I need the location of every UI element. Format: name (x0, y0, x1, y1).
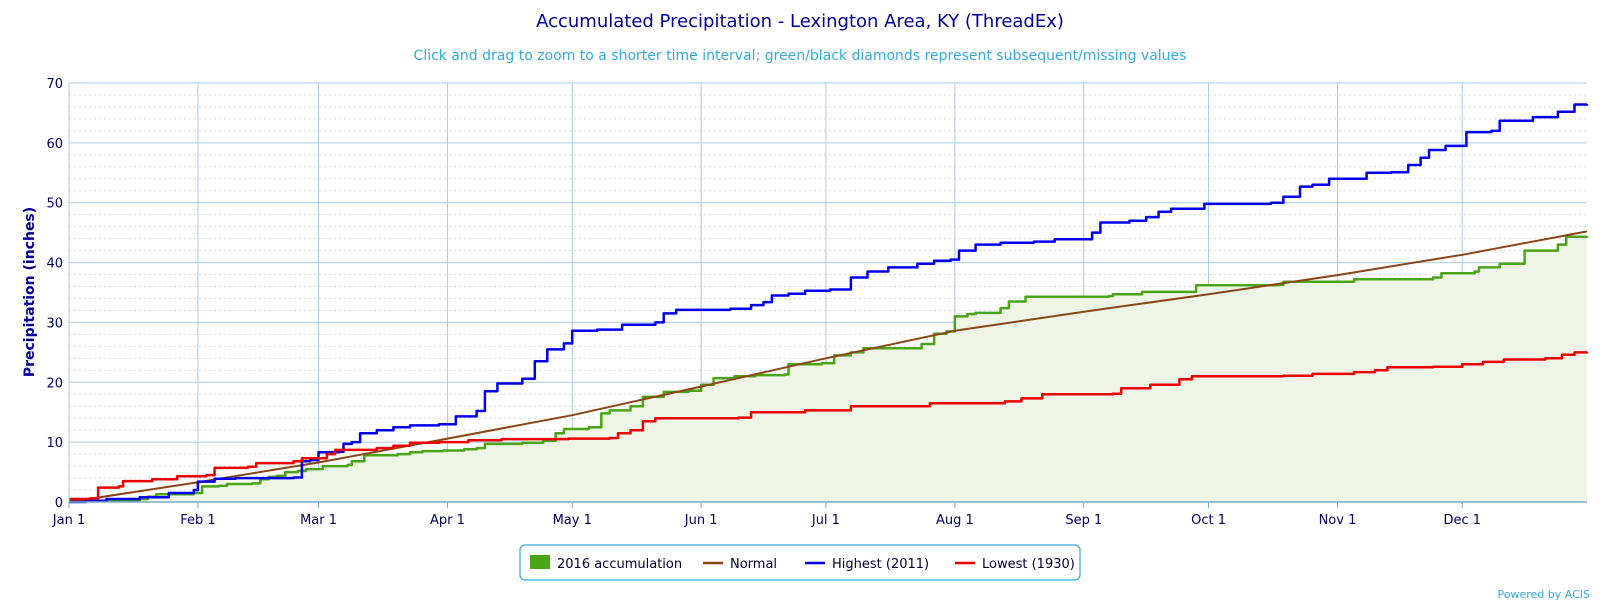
credits-link[interactable]: Powered by ACIS (1498, 588, 1591, 601)
x-tick-label: Dec 1 (1443, 513, 1481, 528)
x-tick-label: Sep 1 (1065, 513, 1102, 528)
legend-label: 2016 accumulation (557, 557, 682, 572)
x-tick-label: Aug 1 (936, 513, 974, 528)
legend-item-normal[interactable]: Normal (703, 557, 777, 572)
series-lines (68, 103, 1589, 504)
legend: 2016 accumulation Normal Highest (2011) Low… (519, 544, 1081, 581)
y-tick-label: 70 (46, 77, 63, 92)
legend-item-2016-accumulation[interactable]: 2016 accumulation (530, 555, 682, 572)
x-tick-label: Nov 1 (1319, 513, 1357, 528)
x-tick-label: Jul 1 (811, 513, 840, 528)
x-tick-label: Feb 1 (180, 513, 215, 528)
legend-swatch (530, 555, 550, 569)
series-line-lowest-1930[interactable] (69, 351, 1589, 501)
axes: 0 10 20 30 40 50 60 70 Jan 1 Feb 1 Mar 1 Apr 1 May 1… (46, 77, 1587, 528)
y-axis-label: Precipitation (inches) (22, 207, 38, 377)
y-tick-label: 60 (46, 137, 63, 152)
series-line-highest-2011[interactable] (69, 103, 1589, 504)
y-tick-label: 30 (46, 316, 63, 331)
legend-item-lowest-1930[interactable]: Lowest (1930) (955, 557, 1075, 572)
y-tick-label: 20 (46, 376, 63, 391)
x-tick-label: Mar 1 (300, 513, 337, 528)
legend-label: Normal (730, 557, 777, 572)
y-tick-label: 10 (46, 436, 63, 451)
chart-title: Accumulated Precipitation - Lexington Ar… (536, 11, 1064, 32)
x-tick-label: May 1 (553, 513, 592, 528)
y-tick-label: 40 (46, 257, 63, 272)
legend-item-highest-2011[interactable]: Highest (2011) (805, 557, 929, 572)
series-line-normal[interactable] (68, 230, 1588, 503)
y-tick-label: 0 (55, 496, 63, 511)
x-tick-label: Apr 1 (430, 513, 465, 528)
legend-box (519, 544, 1081, 581)
x-tick-label: Jun 1 (684, 513, 718, 528)
legend-label: Lowest (1930) (982, 557, 1075, 572)
series-area-2016-accumulation (69, 236, 1587, 502)
legend-label: Highest (2011) (832, 557, 929, 572)
chart-subtitle: Click and drag to zoom to a shorter time… (414, 48, 1187, 64)
area-layer (69, 236, 1587, 502)
x-tick-label: Oct 1 (1191, 513, 1226, 528)
y-tick-label: 50 (46, 197, 63, 212)
x-tick-label: Jan 1 (52, 513, 85, 528)
